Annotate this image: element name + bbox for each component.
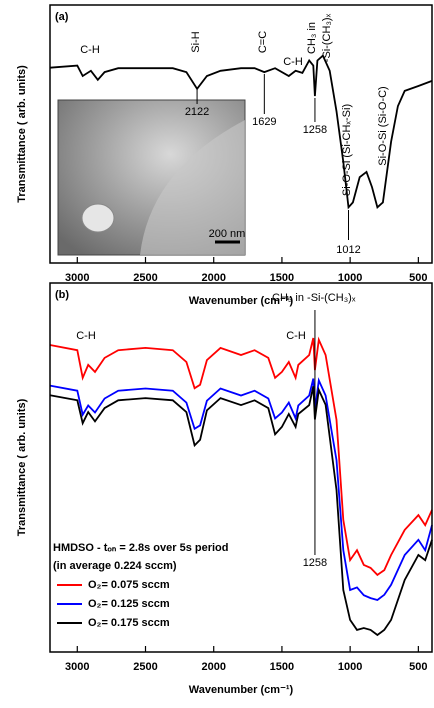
x-tick-label: 3000: [65, 272, 89, 284]
legend-label: O₂= 0.075 sccm: [88, 579, 170, 591]
x-tick-label: 2500: [133, 272, 157, 284]
annotation: -Si-(CH₃)ₓ: [321, 13, 333, 62]
x-tick-label: 500: [409, 272, 427, 284]
x-tick-label: 3000: [65, 661, 89, 673]
spectrum-line: [49, 54, 433, 210]
peak-label: 1258: [303, 124, 327, 136]
peak-label: 1629: [252, 116, 276, 128]
peak-label: 2122: [185, 106, 209, 118]
annotation: Si-H: [190, 31, 202, 52]
spectrum-line: [49, 377, 433, 601]
annotation: C-H: [76, 330, 96, 342]
plot-frame: [49, 4, 433, 264]
x-tick-label: 1000: [338, 272, 362, 284]
legend-title: (in average 0.224 sccm): [53, 560, 177, 572]
annotation: C-H: [80, 44, 100, 56]
annotation: C-H: [286, 330, 306, 342]
x-axis-title: Wavenumber (cm⁻¹): [189, 684, 294, 696]
y-axis-title: Transmittance ( arb. units): [16, 398, 28, 536]
x-tick-label: 1000: [338, 661, 362, 673]
legend-label: O₂= 0.175 sccm: [88, 617, 170, 629]
annotation: C=C: [257, 31, 269, 53]
plot-frame: [49, 282, 433, 653]
annotation: Si-O-Si (Si-CHₓ-Si): [341, 104, 353, 196]
spectrum-line: [49, 386, 433, 637]
sem-particle: [81, 203, 115, 233]
x-tick-label: 2000: [201, 661, 225, 673]
legend-label: O₂= 0.125 sccm: [88, 598, 170, 610]
x-tick-label: 1500: [270, 272, 294, 284]
spectrum-line: [49, 336, 433, 577]
x-axis-title: Wavenumber (cm⁻¹): [189, 295, 294, 307]
annotation: C-H: [283, 56, 303, 68]
panel-label: (b): [55, 289, 69, 301]
y-axis-title: Transmittance ( arb. units): [16, 65, 28, 203]
peak-label: 1012: [336, 244, 360, 256]
annotation: CH₃ in -Si-(CH₃)ₓ: [272, 292, 356, 304]
annotation: CH₃ in: [306, 22, 318, 54]
peak-label: 1258: [303, 557, 327, 569]
x-tick-label: 500: [409, 661, 427, 673]
legend-title: HMDSO - tₒₙ = 2.8s over 5s period: [53, 542, 228, 554]
x-tick-label: 2000: [201, 272, 225, 284]
panel-label: (a): [55, 11, 69, 23]
sem-surface: [140, 120, 245, 255]
x-tick-label: 1500: [270, 661, 294, 673]
annotation: Si-O-Si (Si-O-C): [377, 86, 389, 165]
x-tick-label: 2500: [133, 661, 157, 673]
scale-label: 200 nm: [209, 228, 246, 240]
